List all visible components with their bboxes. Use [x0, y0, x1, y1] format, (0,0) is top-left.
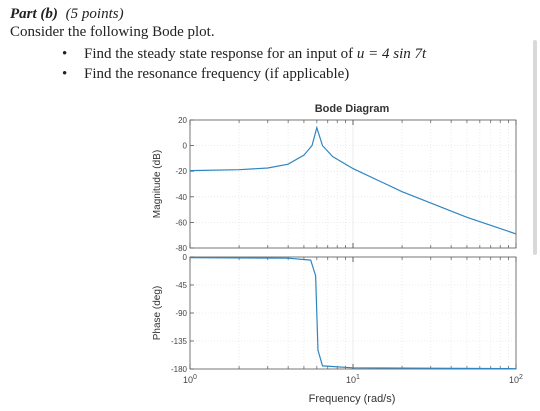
plot-panels: 20 0 -20 -40 -60 -80 Magnitude (dB) 0 -45 -90 -135… — [152, 116, 523, 385]
magnitude-panel: 20 0 -20 -40 -60 -80 Magnitude (dB) — [152, 116, 517, 253]
y-tick-label: -90 — [175, 309, 187, 318]
scrollbar[interactable] — [533, 40, 537, 255]
part-heading: Part (b) (5 points) — [10, 6, 124, 23]
problem-intro: Consider the following Bode plot. — [10, 24, 215, 40]
x-tick-label: 100 — [183, 374, 197, 385]
magnitude-curve — [189, 125, 517, 235]
task-item-resonance: • Find the resonance frequency (if appli… — [10, 64, 426, 84]
y-tick-label: -80 — [175, 244, 187, 253]
y-tick-label: -20 — [175, 167, 187, 176]
task-list: • Find the steady state response for an … — [10, 44, 426, 84]
task-text: Find the resonance frequency (if applica… — [84, 66, 350, 82]
x-tick-label: 102 — [509, 374, 523, 385]
y-tick-label: -60 — [175, 218, 187, 227]
y-tick-label: -45 — [175, 281, 187, 290]
task-item-steady-state: • Find the steady state response for an … — [10, 44, 426, 64]
phase-curve — [189, 257, 517, 370]
y-tick-label: 0 — [183, 142, 188, 151]
x-axis-label: Frequency (rad/s) — [309, 393, 396, 405]
phase-axis-label: Phase (deg) — [152, 286, 163, 340]
task-text: Find the steady state response for an in… — [84, 46, 357, 62]
y-tick-label: -40 — [175, 193, 187, 202]
y-tick-label: -180 — [171, 365, 188, 374]
phase-panel: 0 -45 -90 -135 -180 Phase (deg) — [152, 253, 517, 374]
axes-box — [189, 256, 517, 370]
y-tick-label: -135 — [171, 337, 188, 346]
bullet-icon: • — [62, 66, 68, 82]
axes-box — [189, 119, 517, 249]
points-label: (5 points) — [65, 6, 124, 22]
magnitude-axis-label: Magnitude (dB) — [152, 150, 163, 218]
part-label: Part (b) — [10, 6, 58, 22]
input-expression: u = 4 sin 7t — [356, 46, 427, 62]
bullet-icon: • — [62, 46, 68, 62]
y-tick-label: 0 — [183, 253, 188, 262]
chart-title: Bode Diagram — [315, 103, 390, 115]
y-tick-label: 20 — [178, 116, 187, 125]
x-tick-label: 101 — [346, 374, 360, 385]
